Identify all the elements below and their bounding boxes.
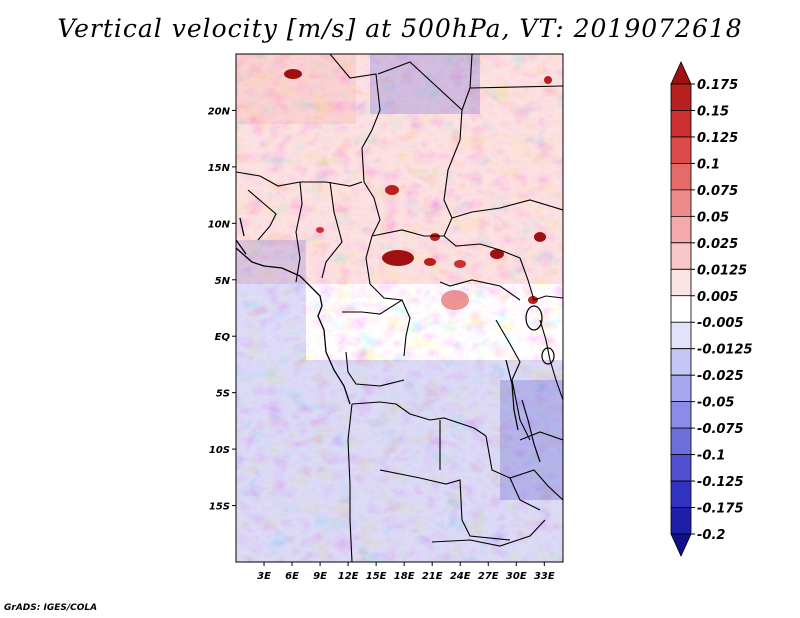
lat-tick-label: 20N — [208, 106, 231, 117]
lon-tick-label: 21E — [422, 571, 443, 582]
lat-tick-label: EQ — [215, 332, 231, 343]
colorbar-swatch — [670, 83, 692, 111]
colorbar-swatch — [670, 507, 692, 535]
colorbar-label: 0.05 — [697, 210, 729, 225]
colorbar-swatches — [670, 61, 692, 557]
colorbar-swatch — [670, 427, 692, 455]
lon-tick-label: 18E — [394, 571, 415, 582]
colorbar-swatch — [670, 401, 692, 429]
colorbar-label: 0.125 — [697, 131, 738, 146]
colorbar-label: 0.1 — [697, 157, 720, 172]
colorbar-swatch — [670, 136, 692, 164]
latitude-axis: 20N 15N 10N 5N EQ 5S 10S 15S — [208, 106, 236, 513]
colorbar-label: -0.2 — [697, 528, 725, 543]
lat-tick-label: 10N — [208, 219, 231, 230]
map-axes-frame — [235, 53, 564, 563]
colorbar-label: 0.0125 — [697, 263, 747, 278]
longitude-axis: 3E 6E 9E 12E 15E 18E 21E 24E 27E 30E 33E — [257, 562, 555, 582]
lakes — [505, 305, 555, 463]
lon-tick-label: 6E — [285, 571, 299, 582]
colorbar-swatch — [670, 61, 692, 85]
colorbar-swatch — [670, 163, 692, 191]
colorbar-swatch — [670, 348, 692, 376]
strong-updraft-spots — [284, 69, 552, 310]
lon-tick-label: 9E — [313, 571, 327, 582]
colorbar-label: -0.0125 — [697, 343, 753, 358]
colorbar-swatch — [670, 480, 692, 508]
colorbar-label: 0.075 — [697, 184, 738, 199]
colorbar-label: 0.175 — [697, 78, 738, 93]
colorbar-swatch — [670, 242, 692, 270]
lon-tick-label: 24E — [450, 571, 471, 582]
colorbar-label: -0.05 — [697, 396, 734, 411]
lon-tick-label: 3E — [257, 571, 271, 582]
colorbar-label: -0.075 — [697, 422, 744, 437]
colorbar-label: -0.025 — [697, 369, 744, 384]
coastline — [236, 217, 351, 405]
vertical-velocity-field — [236, 54, 563, 562]
colorbar-label: -0.1 — [697, 449, 725, 464]
colorbar-label: 0.15 — [697, 104, 729, 119]
colorbar-swatch — [670, 189, 692, 217]
lat-tick-label: 5N — [215, 276, 231, 287]
colorbar-swatch — [670, 374, 692, 403]
colorbar-labels: 0.175 0.15 0.125 0.1 0.075 0.05 0.025 0.0125 0.0… — [691, 78, 753, 543]
colorbar-swatch — [670, 268, 692, 297]
lon-tick-label: 27E — [478, 571, 499, 582]
lon-tick-label: 12E — [338, 571, 359, 582]
colorbar-swatch — [670, 321, 692, 350]
lat-tick-label: 10S — [209, 445, 230, 456]
lat-tick-label: 5S — [216, 389, 230, 400]
colorbar-label: -0.125 — [697, 475, 744, 490]
grads-credit: GrADS: IGES/COLA — [4, 603, 98, 613]
lon-tick-label: 33E — [534, 571, 555, 582]
colorbar-label: -0.005 — [697, 316, 744, 331]
colorbar-label: 0.005 — [697, 290, 738, 305]
colorbar-swatch — [670, 295, 692, 323]
colorbar-swatch — [670, 110, 692, 138]
lon-tick-label: 30E — [506, 571, 527, 582]
colorbar-label: 0.025 — [697, 237, 738, 252]
colorbar-swatch — [670, 454, 692, 482]
lat-tick-label: 15N — [208, 163, 231, 174]
lat-tick-label: 15S — [209, 502, 230, 513]
colorbar-swatch — [670, 215, 692, 244]
lon-tick-label: 15E — [366, 571, 387, 582]
chart-title: Vertical velocity [m/s] at 500hPa, VT: 2… — [57, 14, 743, 43]
country-borders — [236, 54, 563, 562]
colorbar-label: -0.175 — [697, 502, 744, 517]
colorbar-swatch — [670, 533, 692, 557]
